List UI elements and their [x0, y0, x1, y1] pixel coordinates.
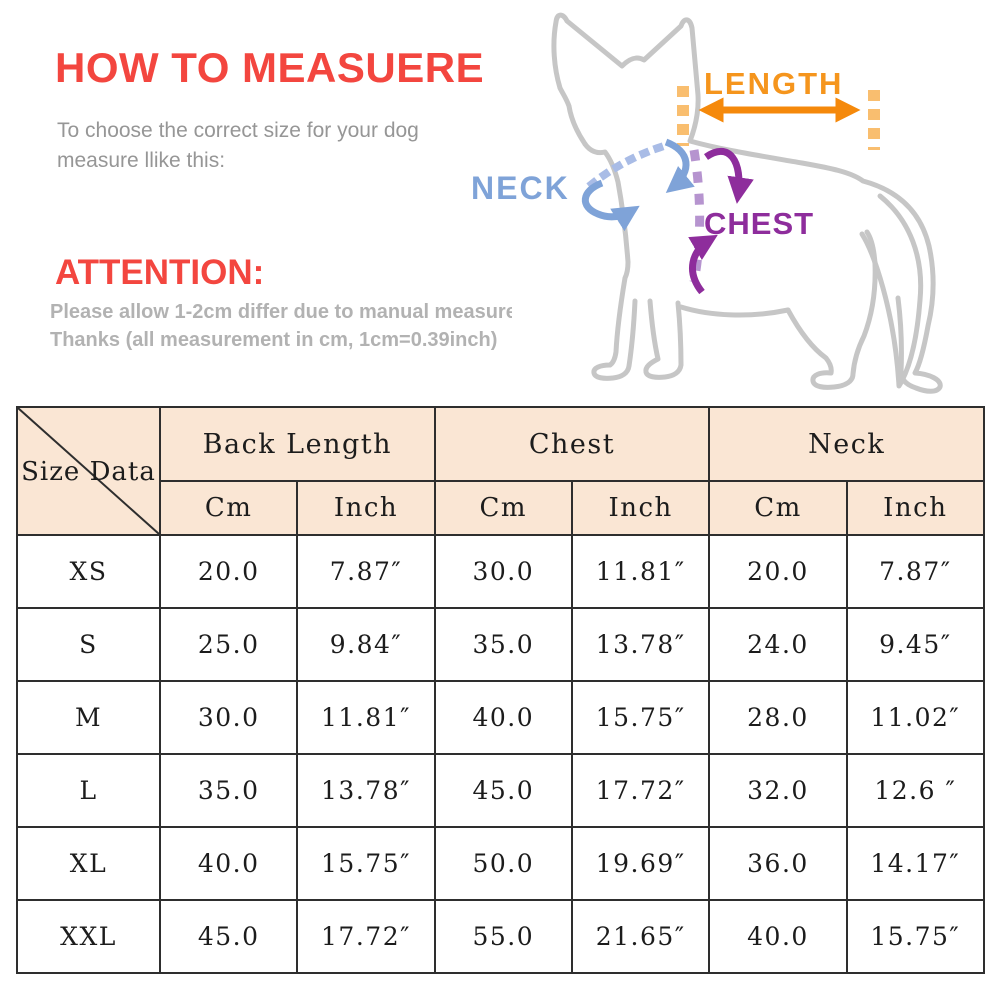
howto-title: HOW TO MEASUERE: [55, 44, 485, 91]
table-cell: 11.02″: [845, 680, 986, 755]
table-cell: 40.0: [708, 899, 848, 974]
table-cell: 40.0: [158, 826, 299, 901]
size-label: M: [16, 680, 161, 755]
chest-arrow-top: [704, 148, 754, 204]
chest-dashed-line: [689, 149, 705, 283]
table-cell: 35.0: [433, 607, 573, 682]
subheader-neck-inch: Inch: [845, 480, 986, 536]
subheader-chest-cm: Cm: [433, 480, 573, 536]
neck-measure: [581, 138, 695, 232]
table-cell: 15.75″: [845, 899, 986, 974]
table-cell: 13.78″: [296, 753, 436, 828]
table-row-s: S 25.0 9.84″ 35.0 13.78″ 24.0 9.45″: [16, 607, 986, 682]
neck-arrow-lower: [581, 179, 640, 232]
table-cell: 13.78″: [570, 607, 711, 682]
chest-arrow-bottom: [688, 234, 718, 295]
size-label: L: [16, 753, 161, 828]
table-row-xs: XS 20.0 7.87″ 30.0 11.81″ 20.0 7.87″: [16, 534, 986, 609]
attention-title: ATTENTION:: [55, 253, 265, 292]
table-cell: 15.75″: [296, 826, 436, 901]
table-row-xl: XL 40.0 15.75″ 50.0 19.69″ 36.0 14.17″: [16, 826, 986, 901]
length-label: LENGTH: [704, 66, 844, 101]
size-table: Size Data Back Length Chest Neck Cm Inch…: [16, 406, 986, 974]
table-cell: 11.81″: [570, 534, 711, 609]
size-data-corner-cell: Size Data: [16, 406, 161, 536]
table-cell: 17.72″: [570, 753, 711, 828]
length-measure: [677, 86, 880, 150]
howto-subtitle-line1: To choose the correct size for your dog: [57, 119, 419, 142]
table-cell: 28.0: [708, 680, 848, 755]
table-row-l: L 35.0 13.78″ 45.0 17.72″ 32.0 12.6 ″: [16, 753, 986, 828]
table-cell: 9.84″: [296, 607, 436, 682]
dog-tail-path: [859, 193, 924, 389]
subheader-backlength-inch: Inch: [296, 480, 436, 536]
table-cell: 17.72″: [296, 899, 436, 974]
corner-diagonal-line: [18, 408, 159, 534]
table-row-m: M 30.0 11.81″ 40.0 15.75″ 28.0 11.02″: [16, 680, 986, 755]
table-cell: 21.65″: [570, 899, 711, 974]
howto-subtitle-line2: measure llike this:: [57, 149, 226, 172]
table-cell: 14.17″: [845, 826, 986, 901]
col-group-neck: Neck: [708, 406, 985, 482]
col-group-back-length: Back Length: [159, 406, 436, 482]
table-cell: 55.0: [433, 899, 573, 974]
size-label: XXL: [16, 899, 161, 974]
attention-line2: Thanks (all measurement in cm, 1cm=0.39i…: [50, 329, 498, 351]
attention-line1: Please allow 1-2cm differ due to manual …: [50, 301, 512, 323]
table-cell: 45.0: [158, 899, 299, 974]
subheader-neck-cm: Cm: [708, 480, 848, 536]
table-cell: 24.0: [708, 607, 848, 682]
measuring-diagram: [551, 12, 943, 394]
neck-arrow-upper: [664, 138, 695, 194]
table-cell: 35.0: [158, 753, 299, 828]
table-cell: 40.0: [433, 680, 573, 755]
subheader-backlength-cm: Cm: [158, 480, 299, 536]
neck-label: NECK: [471, 170, 570, 206]
chest-label: CHEST: [704, 206, 815, 241]
dog-hindleg-path: [785, 229, 878, 390]
table-cell: 11.81″: [296, 680, 436, 755]
howto-subtitle: To choose the correct size for your dog …: [57, 116, 419, 176]
table-cell: 45.0: [433, 753, 573, 828]
size-label: XS: [16, 534, 161, 609]
neck-dotted-line: [586, 140, 670, 190]
table-cell: 9.45″: [845, 607, 986, 682]
table-cell: 50.0: [433, 826, 573, 901]
table-cell: 32.0: [708, 753, 848, 828]
size-label: XL: [16, 826, 161, 901]
table-cell: 19.69″: [570, 826, 711, 901]
table-cell: 30.0: [158, 680, 299, 755]
table-cell: 20.0: [158, 534, 299, 609]
dog-chest-frontleg-path: [582, 141, 638, 381]
subheader-chest-inch: Inch: [570, 480, 711, 536]
dog-frontleg2-path: [643, 298, 684, 380]
table-cell: 30.0: [433, 534, 573, 609]
table-cell: 15.75″: [570, 680, 711, 755]
table-cell: 7.87″: [845, 534, 986, 609]
table-cell: 36.0: [708, 826, 848, 901]
table-row-xxl: XXL 45.0 17.72″ 55.0 21.65″ 40.0 15.75″: [16, 899, 986, 974]
table-cell: 25.0: [158, 607, 299, 682]
col-group-chest: Chest: [433, 406, 711, 482]
table-cell: 20.0: [708, 534, 848, 609]
dog-belly-path: [678, 304, 791, 318]
corner-label: Size Data: [21, 456, 156, 487]
dog-outline-drawing: [551, 12, 943, 394]
size-label: S: [16, 607, 161, 682]
attention-text: Please allow 1-2cm differ due to manual …: [50, 298, 512, 354]
chest-measure: [688, 148, 754, 295]
table-cell: 7.87″: [296, 534, 436, 609]
table-cell: 12.6 ″: [845, 753, 986, 828]
dog-head-ears-back-path: [551, 12, 943, 394]
